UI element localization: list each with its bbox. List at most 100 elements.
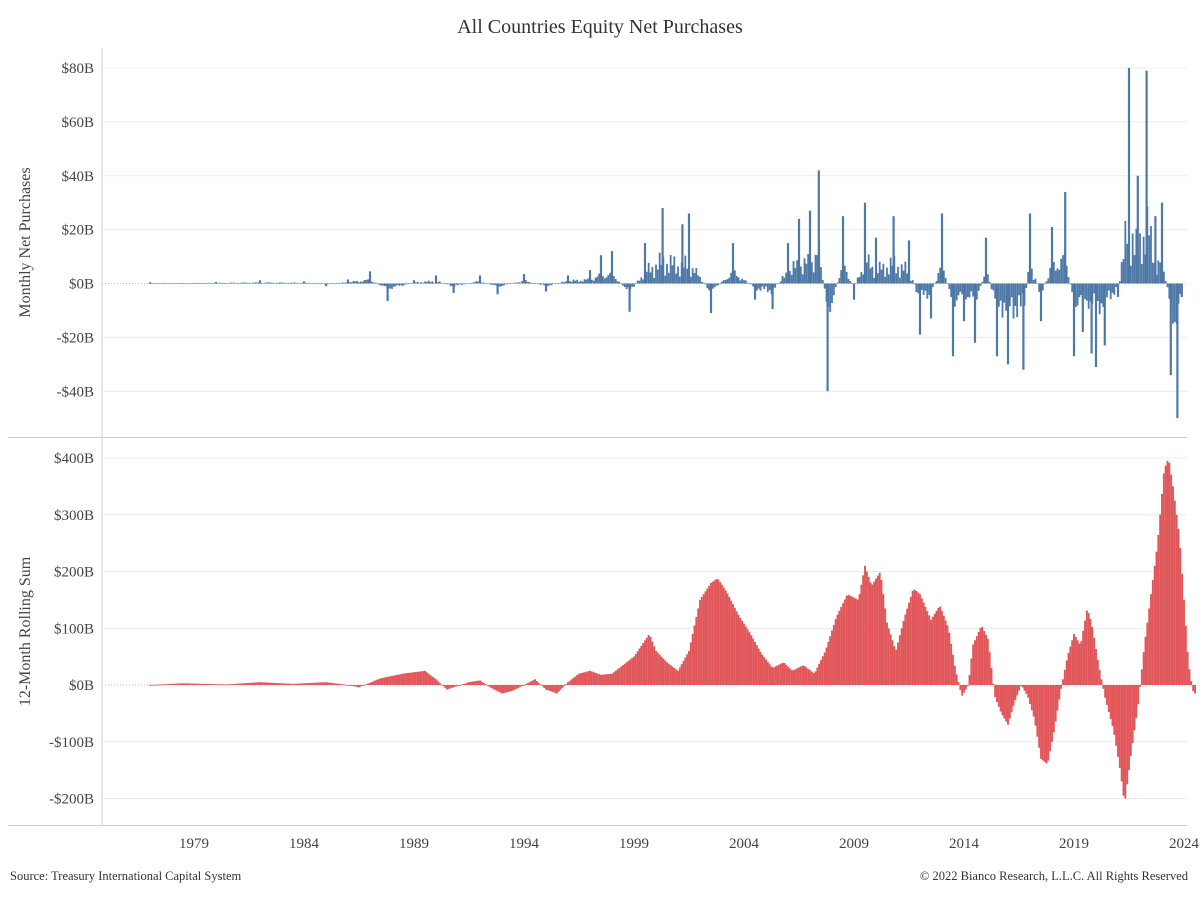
- rolling-sum-bar: [315, 682, 318, 685]
- rolling-sum-bar: [160, 684, 162, 686]
- monthly-bar: [957, 283, 960, 296]
- rolling-sum-bar: [306, 683, 309, 685]
- monthly-bar: [983, 276, 986, 284]
- monthly-bar: [506, 283, 509, 285]
- monthly-bar: [713, 283, 716, 288]
- monthly-bar: [1051, 265, 1053, 284]
- rolling-sum-bar: [1164, 465, 1167, 685]
- rolling-sum-bar: [226, 684, 228, 686]
- rolling-sum-bar: [633, 656, 635, 685]
- rolling-sum-bar: [631, 658, 634, 685]
- y-tick-label: -$100B: [49, 735, 94, 751]
- monthly-bar: [389, 283, 392, 289]
- monthly-bar: [462, 283, 465, 285]
- rolling-sum-bar: [875, 578, 877, 685]
- y-tick-label: $200B: [54, 565, 94, 581]
- rolling-sum-bar: [207, 683, 210, 685]
- rolling-sum-bar: [829, 636, 832, 685]
- monthly-bar: [656, 269, 659, 284]
- monthly-bar: [477, 281, 480, 284]
- monthly-bar: [1089, 283, 1092, 302]
- rolling-sum-bar: [893, 646, 896, 685]
- rolling-sum-bar: [543, 685, 546, 688]
- rolling-sum-bar: [928, 615, 931, 685]
- monthly-bar: [381, 283, 384, 286]
- rolling-sum-bar: [510, 685, 513, 692]
- monthly-bar: [926, 283, 929, 299]
- rolling-sum-bar: [182, 683, 184, 685]
- rolling-sum-bar: [985, 634, 987, 685]
- monthly-bar: [706, 283, 709, 289]
- monthly-bar: [990, 283, 993, 290]
- rolling-sum-bar: [521, 685, 524, 686]
- monthly-bar: [535, 283, 538, 284]
- monthly-bar: [803, 258, 806, 284]
- rolling-sum-bar: [667, 663, 670, 685]
- monthly-bar: [1043, 283, 1046, 285]
- rolling-sum-bar: [526, 683, 529, 685]
- rolling-sum-bar: [972, 644, 975, 685]
- monthly-bar: [935, 280, 938, 284]
- rolling-sum-bar: [301, 683, 304, 685]
- monthly-bar: [708, 283, 711, 291]
- rolling-sum-bar: [757, 648, 760, 685]
- source-note: Source: Treasury International Capital S…: [10, 869, 242, 883]
- rolling-sum-bar: [561, 685, 564, 688]
- monthly-bar: [249, 283, 252, 284]
- rolling-sum-bar: [612, 672, 615, 685]
- rolling-sum-bar: [1184, 625, 1187, 685]
- rolling-sum-bar: [1045, 685, 1048, 764]
- monthly-bar: [189, 283, 192, 284]
- rolling-sum-bar: [1194, 685, 1196, 694]
- monthly-bar: [1131, 233, 1134, 284]
- rolling-sum-bar: [1003, 685, 1006, 719]
- rolling-sum-bar: [284, 683, 287, 685]
- monthly-bar: [847, 278, 850, 284]
- monthly-bar: [739, 280, 742, 284]
- rolling-sum-bar: [955, 674, 958, 685]
- rolling-sum-bar: [886, 622, 888, 685]
- rolling-sum-bar: [704, 591, 707, 685]
- monthly-bar: [953, 283, 956, 307]
- rolling-sum-bar: [444, 685, 447, 688]
- rolling-sum-bar: [847, 594, 850, 685]
- rolling-sum-bar: [204, 683, 206, 685]
- monthly-bar: [722, 280, 725, 284]
- y-tick-label: $0B: [69, 678, 94, 694]
- monthly-bar: [218, 282, 221, 284]
- rolling-sum-bar: [493, 685, 496, 690]
- monthly-bar: [546, 283, 549, 287]
- monthly-bar: [928, 283, 931, 295]
- rolling-sum-bar: [873, 581, 876, 685]
- rolling-sum-bar: [253, 682, 256, 685]
- monthly-bar: [939, 267, 942, 284]
- rolling-sum-bar: [435, 679, 437, 685]
- monthly-bar: [662, 256, 665, 284]
- monthly-bar: [512, 283, 514, 284]
- rolling-sum-bar: [1067, 652, 1070, 685]
- rolling-sum-bar: [1012, 685, 1015, 706]
- rolling-sum-bar: [361, 685, 364, 686]
- monthly-bar: [836, 282, 839, 284]
- monthly-bar: [576, 279, 579, 284]
- monthly-bar: [386, 283, 389, 302]
- monthly-bar: [843, 265, 846, 284]
- monthly-bar: [1006, 283, 1010, 365]
- y-tick-label: -$200B: [49, 792, 94, 808]
- monthly-bar: [530, 283, 533, 284]
- rolling-sum-bar: [856, 599, 859, 685]
- monthly-bar: [480, 282, 483, 284]
- monthly-bar: [781, 275, 784, 284]
- monthly-bar: [154, 283, 157, 284]
- monthly-bar: [616, 281, 619, 284]
- monthly-bar: [312, 283, 315, 284]
- monthly-bar: [974, 283, 976, 297]
- monthly-bar: [825, 283, 828, 302]
- monthly-bar: [1098, 283, 1101, 315]
- rolling-sum-bar: [913, 589, 916, 685]
- rolling-sum-bar: [288, 683, 291, 685]
- monthly-bar: [440, 282, 443, 284]
- rolling-sum-bar: [688, 650, 690, 685]
- rolling-sum-bar: [581, 672, 584, 685]
- monthly-bar: [1133, 255, 1136, 284]
